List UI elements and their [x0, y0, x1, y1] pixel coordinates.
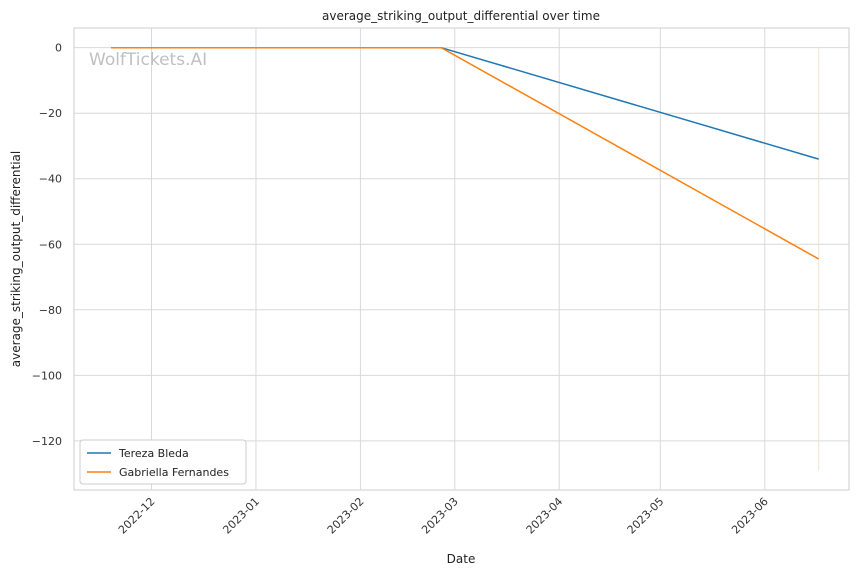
y-tick-label: 0 [55, 42, 62, 55]
y-tick-label: −20 [39, 107, 62, 120]
chart-title: average_striking_output_differential ove… [322, 9, 600, 23]
watermark: WolfTickets.AI [89, 50, 207, 70]
legend-label-tereza-bleda: Tereza Bleda [118, 447, 189, 460]
x-tick-label: 2023-03 [419, 495, 461, 537]
legend: Tereza Bleda Gabriella Fernandes [79, 439, 247, 485]
x-tick-label: 2023-01 [220, 495, 262, 537]
y-axis-title: average_striking_output_differential [9, 151, 23, 367]
x-axis-title: Date [447, 552, 476, 566]
plot-area [73, 27, 850, 491]
legend-label-gabriella-fernandes: Gabriella Fernandes [119, 466, 229, 479]
x-tick-label: 2023-02 [325, 495, 367, 537]
x-tick-label: 2023-05 [625, 495, 667, 537]
x-tick-labels: 2022-12 2023-01 2023-02 2023-03 2023-04 2023-… [116, 495, 771, 537]
y-tick-labels: 0 −20 −40 −60 −80 −100 −120 [32, 42, 62, 448]
y-tick-label: −40 [39, 173, 62, 186]
series-line-gabriella-fernandes [111, 46, 820, 260]
y-tick-label: −80 [39, 304, 62, 317]
y-tick-label: −100 [32, 369, 62, 382]
legend-box [79, 439, 247, 485]
series-layer [111, 46, 820, 260]
x-tick-label: 2023-06 [729, 495, 771, 537]
x-tick-label: 2022-12 [116, 495, 158, 537]
grid-layer [74, 28, 849, 490]
y-tick-label: −120 [32, 435, 62, 448]
x-tick-label: 2023-04 [524, 495, 566, 537]
y-tick-label: −60 [39, 238, 62, 251]
